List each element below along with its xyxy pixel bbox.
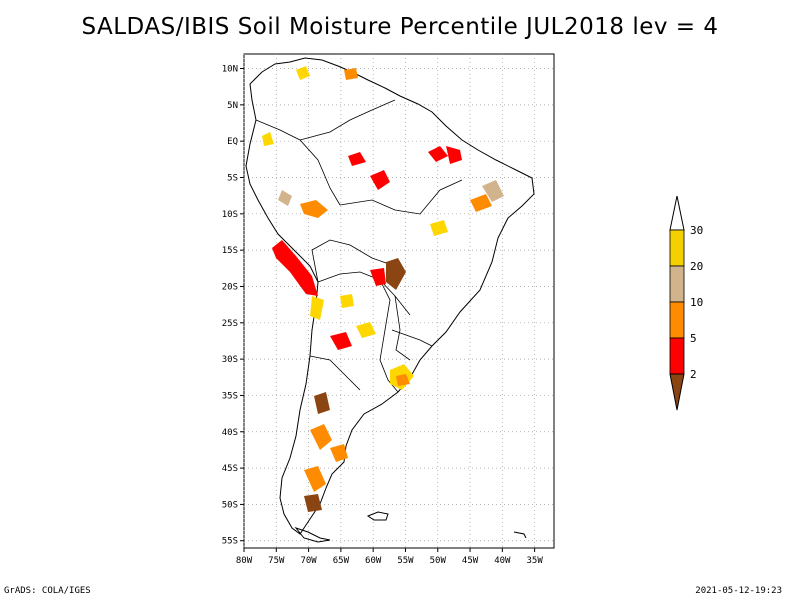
lon-tick-label: 75W — [268, 556, 285, 566]
falkland-islands — [366, 511, 389, 521]
lat-tick-label: 10N — [222, 65, 238, 75]
map-title: SALDAS/IBIS Soil Moisture Percentile JUL… — [81, 14, 719, 40]
lat-tick-label: 15S — [222, 246, 238, 256]
footer-timestamp: 2021-05-12-19:23 — [695, 586, 782, 596]
tierra-del-fuego — [294, 526, 331, 543]
colorbar-bottom-arrow — [669, 373, 685, 411]
lat-tick-label: 35S — [222, 391, 238, 401]
lat-tick-label: 20S — [222, 282, 238, 292]
lon-tick-label: 40W — [494, 556, 511, 566]
lat-tick-label: 30S — [222, 355, 238, 365]
lat-tick-label: 45S — [222, 464, 238, 474]
colorbar-label: 10 — [690, 296, 703, 309]
colorbar-segment — [669, 301, 685, 339]
colorbar-legend: 30 20 10 5 2 — [669, 195, 703, 411]
lon-tick-label: 45W — [462, 556, 479, 566]
lon-tick-label: 80W — [236, 556, 253, 566]
colorbar-segment — [669, 229, 685, 267]
soil-moisture-patches — [262, 66, 504, 512]
lon-tick-label: 35W — [526, 556, 543, 566]
colorbar-segment — [669, 265, 685, 303]
lat-tick-label: 10S — [222, 210, 238, 220]
lat-tick-label: 25S — [222, 319, 238, 329]
lat-tick-label: 5N — [227, 101, 238, 111]
colorbar-label: 20 — [690, 260, 703, 273]
lon-tick-label: 55W — [397, 556, 414, 566]
lat-tick-label: 55S — [222, 537, 238, 547]
country-borders — [255, 99, 463, 393]
lat-tick-label: EQ — [227, 137, 238, 147]
lat-tick-label: 50S — [222, 500, 238, 510]
colorbar-label: 2 — [690, 368, 697, 381]
colorbar-label: 30 — [690, 224, 703, 237]
footer-credit: GrADS: COLA/IGES — [4, 586, 91, 596]
lat-tick-label: 40S — [222, 428, 238, 438]
island-east — [513, 531, 527, 539]
lat-tick-label: 5S — [227, 174, 238, 184]
colorbar-label: 5 — [690, 332, 697, 345]
colorbar-segment — [669, 337, 685, 375]
lon-tick-label: 65W — [333, 556, 350, 566]
continent-outline — [245, 57, 535, 535]
lon-tick-label: 60W — [365, 556, 382, 566]
lon-tick-label: 50W — [430, 556, 447, 566]
colorbar-top-arrow — [669, 195, 685, 231]
lon-tick-label: 70W — [300, 556, 317, 566]
